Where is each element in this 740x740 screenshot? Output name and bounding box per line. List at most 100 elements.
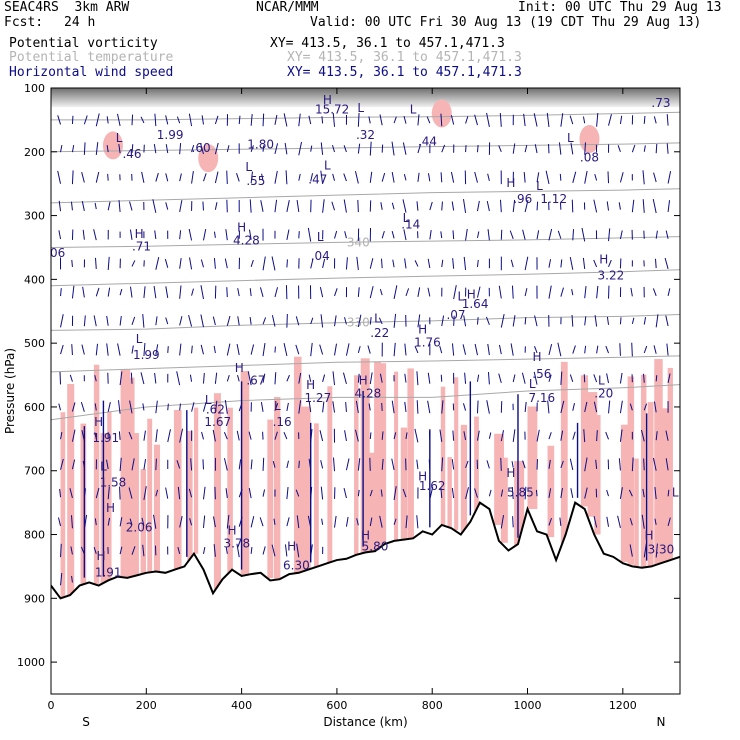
wind-vector [333, 457, 336, 472]
wind-vector [654, 258, 657, 269]
wind-vector [295, 344, 300, 355]
wind-vector [107, 401, 111, 412]
wind-vector [236, 543, 240, 558]
wind-vector [499, 112, 502, 127]
wind-vector [486, 200, 490, 212]
wind-vector [427, 287, 431, 297]
wind-vector [666, 114, 669, 126]
wind-vector [274, 143, 279, 155]
wind-vector [188, 488, 193, 498]
wind-vector [570, 488, 574, 498]
hl-label: 1.62 [419, 479, 446, 493]
wind-vector [142, 403, 145, 411]
wind-vector [226, 170, 228, 185]
wind-vector [128, 431, 133, 440]
hl-label: 1.91 [92, 431, 119, 445]
north-end-label: N [657, 715, 666, 729]
wind-vector [345, 516, 349, 527]
wind-vector [71, 459, 76, 470]
wind-vector [560, 460, 564, 469]
wind-vector [631, 199, 635, 213]
wind-vector [322, 401, 325, 413]
hl-label: L [410, 103, 417, 117]
wind-vector [250, 547, 253, 554]
wind-vector [118, 431, 121, 440]
wind-vector [71, 285, 75, 299]
wind-vector [119, 457, 122, 472]
wind-vector [596, 285, 599, 299]
wind-vector [250, 344, 255, 355]
wind-vector [619, 115, 623, 125]
hl-label: .08 [580, 150, 599, 164]
y-tick-label: 500 [24, 337, 45, 350]
pv-shade-column [647, 402, 654, 567]
pv-shade-column [213, 393, 221, 592]
field-theta-name: Potential temperature [9, 50, 174, 65]
wind-vector [271, 544, 276, 557]
wind-vector [273, 518, 276, 525]
wind-vector [93, 229, 97, 241]
wind-vector [368, 403, 371, 411]
pv-shade-column [80, 423, 87, 586]
hl-label: H [97, 549, 106, 563]
wind-vector [369, 141, 372, 156]
wind-vector [512, 315, 516, 327]
wind-vector [332, 371, 336, 386]
hl-label: 1.99 [157, 128, 184, 142]
wind-vector [369, 489, 373, 497]
wind-vector [142, 544, 145, 557]
wind-vector [165, 144, 169, 154]
wind-vector [476, 259, 479, 267]
wind-vector [379, 373, 383, 383]
wind-vector [510, 343, 514, 356]
hl-label: 1.99 [133, 348, 160, 362]
hl-label: L [205, 393, 212, 407]
wind-vector [129, 400, 133, 414]
wind-vector [488, 432, 492, 439]
wind-vector [262, 317, 267, 325]
model-title: SEAC4RS 3km ARW [4, 0, 130, 15]
wind-vector [548, 488, 552, 498]
pv-shade-column [640, 374, 647, 568]
wind-vector [225, 488, 228, 499]
pv-shade-patch [431, 99, 452, 128]
wind-vector [583, 429, 586, 443]
wind-vector [274, 431, 278, 440]
wind-vector [236, 173, 240, 182]
theta-contour [51, 111, 680, 121]
wind-vector [653, 116, 657, 124]
y-tick-label: 100 [24, 82, 45, 95]
hl-label: .46 [122, 147, 141, 161]
wind-vector [584, 487, 588, 499]
wind-vector [357, 458, 361, 471]
hl-label: 1.12 [540, 192, 567, 206]
wind-vector [486, 460, 490, 469]
wind-vector [357, 346, 361, 354]
wind-vector [143, 486, 147, 501]
theta-contour [51, 188, 680, 204]
wind-vector [214, 115, 219, 125]
wind-vector [427, 400, 431, 414]
wind-vector [286, 460, 289, 469]
wind-vector [643, 317, 647, 325]
wind-vector [131, 144, 134, 154]
wind-vector [570, 142, 574, 155]
wind-vector [391, 202, 395, 210]
wind-vector [487, 173, 490, 182]
wind-vector [354, 171, 359, 184]
wind-vector [391, 458, 395, 471]
wind-vector [643, 115, 646, 124]
wind-vector [569, 374, 574, 383]
wind-vector [167, 346, 169, 353]
wind-vector [380, 489, 383, 497]
pv-shade-column [394, 371, 399, 541]
theta-contour [51, 384, 680, 421]
wind-vector [533, 371, 538, 385]
wind-vector [512, 374, 516, 383]
wind-vector [653, 401, 657, 413]
wind-vector [343, 173, 347, 182]
wind-vector [500, 313, 505, 328]
wind-vector [584, 401, 588, 413]
wind-vector [499, 199, 502, 213]
wind-vector [200, 285, 204, 300]
